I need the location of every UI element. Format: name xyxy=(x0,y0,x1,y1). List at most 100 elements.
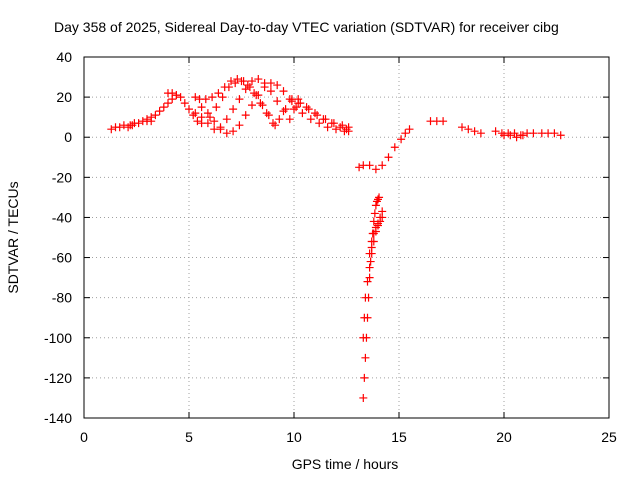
series-sat-j xyxy=(290,105,353,136)
data-point xyxy=(216,123,225,132)
data-point xyxy=(359,393,368,402)
data-point xyxy=(191,93,200,102)
data-point xyxy=(235,95,244,104)
data-point xyxy=(241,111,250,120)
data-point xyxy=(241,85,250,94)
data-point xyxy=(365,273,374,282)
y-tick-label: 20 xyxy=(56,89,72,105)
y-tick-label: -60 xyxy=(52,250,72,266)
series-sat-r xyxy=(491,127,538,140)
data-point xyxy=(290,105,298,114)
data-point xyxy=(378,161,387,170)
data-point xyxy=(254,75,263,84)
data-point xyxy=(279,87,288,96)
data-point xyxy=(370,209,379,218)
data-point xyxy=(206,113,214,122)
data-point xyxy=(229,105,238,114)
data-point xyxy=(222,115,231,124)
data-point xyxy=(273,97,282,106)
data-point xyxy=(360,313,369,322)
data-point xyxy=(185,105,193,114)
data-point xyxy=(147,113,156,122)
data-point xyxy=(248,101,256,110)
data-point xyxy=(332,125,340,134)
data-point xyxy=(302,103,311,112)
data-point xyxy=(143,115,151,124)
data-point xyxy=(476,129,485,138)
data-point xyxy=(227,77,235,86)
data-point xyxy=(365,161,374,170)
data-point xyxy=(126,121,135,130)
data-point xyxy=(338,121,347,130)
data-point xyxy=(235,121,244,130)
grid xyxy=(84,57,609,418)
x-tick-label: 15 xyxy=(391,429,407,445)
data-point xyxy=(439,117,448,126)
x-tick-label: 20 xyxy=(496,429,512,445)
x-axis-label: GPS time / hours xyxy=(292,456,399,472)
data-point xyxy=(248,77,256,86)
data-point xyxy=(258,101,267,110)
data-point xyxy=(191,109,200,118)
data-point xyxy=(355,163,364,172)
data-point xyxy=(506,131,515,140)
data-point xyxy=(164,99,172,108)
data-point xyxy=(172,91,181,100)
data-point xyxy=(371,223,380,232)
x-tick-label: 5 xyxy=(185,429,193,445)
data-point xyxy=(397,135,406,144)
data-point xyxy=(491,127,500,136)
data-point xyxy=(375,193,384,202)
data-point xyxy=(250,89,259,98)
data-point xyxy=(208,93,217,102)
y-tick-label: 0 xyxy=(64,129,72,145)
y-tick-label: -80 xyxy=(52,290,72,306)
data-point xyxy=(327,119,336,128)
y-tick-label: -140 xyxy=(44,410,72,426)
data-point xyxy=(197,113,206,122)
x-tick-label: 10 xyxy=(286,429,302,445)
data-point xyxy=(134,119,143,128)
data-point xyxy=(180,99,189,108)
data-point xyxy=(372,197,381,206)
data-point xyxy=(237,77,246,86)
data-point xyxy=(193,117,202,126)
data-point xyxy=(115,123,124,132)
series-sat-o xyxy=(365,207,387,258)
data-point xyxy=(361,353,370,362)
data-point xyxy=(275,115,284,124)
data-point xyxy=(285,115,294,124)
data-point xyxy=(292,103,301,112)
data-point xyxy=(313,111,322,120)
x-tick-label: 0 xyxy=(80,429,88,445)
data-point xyxy=(374,219,382,228)
series-sat-p xyxy=(426,117,448,126)
series-sat-k xyxy=(294,99,351,134)
y-tick-label: -100 xyxy=(44,330,72,346)
series-sat-s xyxy=(500,131,527,142)
data-point xyxy=(159,103,168,112)
data-point xyxy=(222,129,231,138)
series-sat-c xyxy=(143,91,181,124)
data-point xyxy=(366,257,375,266)
data-point xyxy=(279,107,288,116)
plot-frame xyxy=(83,56,610,419)
data-point xyxy=(306,115,315,124)
data-point xyxy=(323,123,332,132)
data-point xyxy=(287,95,296,104)
data-point xyxy=(390,143,399,152)
data-point xyxy=(360,373,369,382)
data-point xyxy=(245,83,254,92)
y-tick-label: -120 xyxy=(44,370,72,386)
series-sat-t xyxy=(537,129,565,140)
data-point xyxy=(556,131,565,140)
series-sat-g xyxy=(191,75,294,134)
data-point xyxy=(151,111,160,120)
x-tick-label: 25 xyxy=(601,429,617,445)
data-point xyxy=(271,121,280,130)
data-point xyxy=(298,109,307,118)
data-point xyxy=(201,95,210,104)
data-point xyxy=(124,123,133,132)
data-point xyxy=(371,201,380,210)
